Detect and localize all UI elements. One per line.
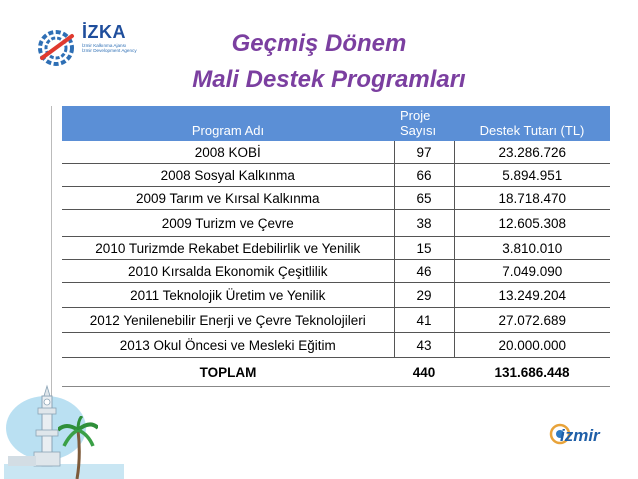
- row-count: 43: [394, 332, 455, 358]
- table-row: 2011 Teknolojik Üretim ve Yenilik 29 13.…: [62, 282, 610, 308]
- izka-logo-subtitle-2: İzmir Development Agency: [82, 48, 137, 53]
- izmir-logo-icon: [549, 423, 571, 445]
- total-count: 440: [394, 357, 454, 387]
- table-row: 2013 Okul Öncesi ve Mesleki Eğitim 43 20…: [62, 332, 610, 358]
- izka-logo: İZKA İzmir Kalkınma Ajansı İzmir Develop…: [62, 22, 137, 53]
- row-amount: 5.894.951: [454, 163, 610, 187]
- row-count: 41: [394, 307, 455, 333]
- table-row: 2010 Turizmde Rekabet Edebilirlik ve Yen…: [62, 236, 610, 260]
- header-program: Program Adı: [62, 106, 394, 141]
- total-label: TOPLAM: [62, 357, 394, 387]
- izka-logo-name: İZKA: [82, 22, 126, 42]
- row-program: 2012 Yenilenebilir Enerji ve Çevre Tekno…: [62, 307, 395, 333]
- header-amount: Destek Tutarı (TL): [454, 106, 610, 141]
- table-row: 2008 KOBİ 97 23.286.726: [62, 141, 610, 164]
- header-count-line-1: Proje: [400, 108, 431, 123]
- row-program: 2011 Teknolojik Üretim ve Yenilik: [62, 282, 395, 308]
- row-program: 2013 Okul Öncesi ve Mesleki Eğitim: [62, 332, 395, 358]
- row-amount: 20.000.000: [454, 332, 610, 358]
- row-amount: 12.605.308: [454, 209, 610, 237]
- row-program: 2009 Turizm ve Çevre: [62, 209, 395, 237]
- row-count: 29: [394, 282, 455, 308]
- header-count: Proje Sayısı: [394, 106, 454, 141]
- page-title-line-1: Geçmiş Dönem: [231, 30, 407, 57]
- row-count: 66: [394, 163, 455, 187]
- izka-logo-subtitle-1: İzmir Kalkınma Ajansı: [82, 43, 127, 48]
- row-program: 2010 Kırsalda Ekonomik Çeşitlilik: [62, 259, 395, 283]
- total-amount: 131.686.448: [454, 357, 610, 387]
- row-amount: 18.718.470: [454, 186, 610, 210]
- row-amount: 7.049.090: [454, 259, 610, 283]
- row-amount: 13.249.204: [454, 282, 610, 308]
- support-programs-table: Program Adı Proje Sayısı Destek Tutarı (…: [62, 106, 610, 387]
- table-row: 2009 Turizm ve Çevre 38 12.605.308: [62, 209, 610, 237]
- row-count: 65: [394, 186, 455, 210]
- row-amount: 3.810.010: [454, 236, 610, 260]
- table-total-row: TOPLAM 440 131.686.448: [62, 357, 610, 387]
- row-amount: 27.072.689: [454, 307, 610, 333]
- izmir-logo-text: izmir: [560, 426, 600, 445]
- palm-tree-icon: [58, 416, 98, 479]
- row-program: 2008 Sosyal Kalkınma: [62, 163, 395, 187]
- left-divider: [51, 106, 52, 406]
- row-program: 2008 KOBİ: [62, 141, 395, 164]
- page-title-line-2: Mali Destek Programları: [192, 66, 466, 93]
- table-row: 2009 Tarım ve Kırsal Kalkınma 65 18.718.…: [62, 186, 610, 210]
- table-row: 2012 Yenilenebilir Enerji ve Çevre Tekno…: [62, 307, 610, 333]
- table-header-row: Program Adı Proje Sayısı Destek Tutarı (…: [62, 106, 610, 141]
- row-count: 97: [394, 141, 455, 164]
- table-row: 2010 Kırsalda Ekonomik Çeşitlilik 46 7.0…: [62, 259, 610, 283]
- row-count: 38: [394, 209, 455, 237]
- header-count-line-2: Sayısı: [400, 123, 437, 138]
- row-amount: 23.286.726: [454, 141, 610, 164]
- row-program: 2009 Tarım ve Kırsal Kalkınma: [62, 186, 395, 210]
- row-count: 46: [394, 259, 455, 283]
- table-row: 2008 Sosyal Kalkınma 66 5.894.951: [62, 163, 610, 187]
- row-count: 15: [394, 236, 455, 260]
- row-program: 2010 Turizmde Rekabet Edebilirlik ve Yen…: [62, 236, 395, 260]
- izka-logo-icon: [38, 30, 74, 66]
